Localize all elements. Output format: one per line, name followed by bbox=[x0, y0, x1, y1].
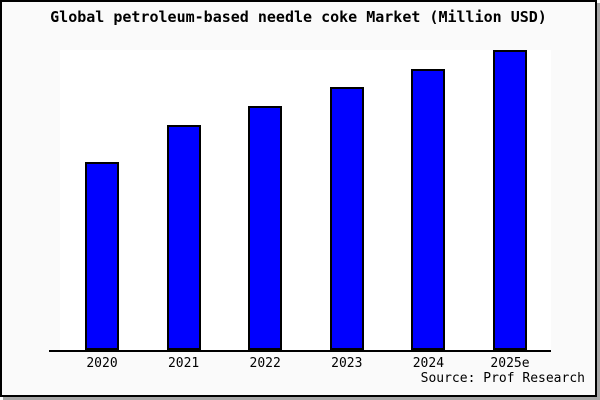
plot-area bbox=[60, 50, 551, 350]
bar-2023 bbox=[329, 87, 364, 350]
x-tick-label-2021: 2021 bbox=[167, 356, 200, 371]
x-tick-label-2022: 2022 bbox=[249, 356, 281, 371]
bar-2021 bbox=[166, 125, 201, 350]
x-axis-line bbox=[49, 350, 551, 352]
x-tick-label-2025e: 2025e bbox=[490, 356, 530, 371]
x-tick-label-2023: 2023 bbox=[331, 356, 363, 371]
bar-2024 bbox=[411, 69, 446, 350]
x-tick-label-2020: 2020 bbox=[86, 356, 118, 371]
x-tick-label-2024: 2024 bbox=[412, 356, 445, 371]
source-credit: Source: Prof Research bbox=[420, 371, 585, 386]
bar-2020 bbox=[85, 162, 119, 350]
chart-title: Global petroleum-based needle coke Marke… bbox=[50, 8, 547, 26]
bar-2025e bbox=[493, 50, 527, 350]
bar-2022 bbox=[248, 106, 283, 350]
